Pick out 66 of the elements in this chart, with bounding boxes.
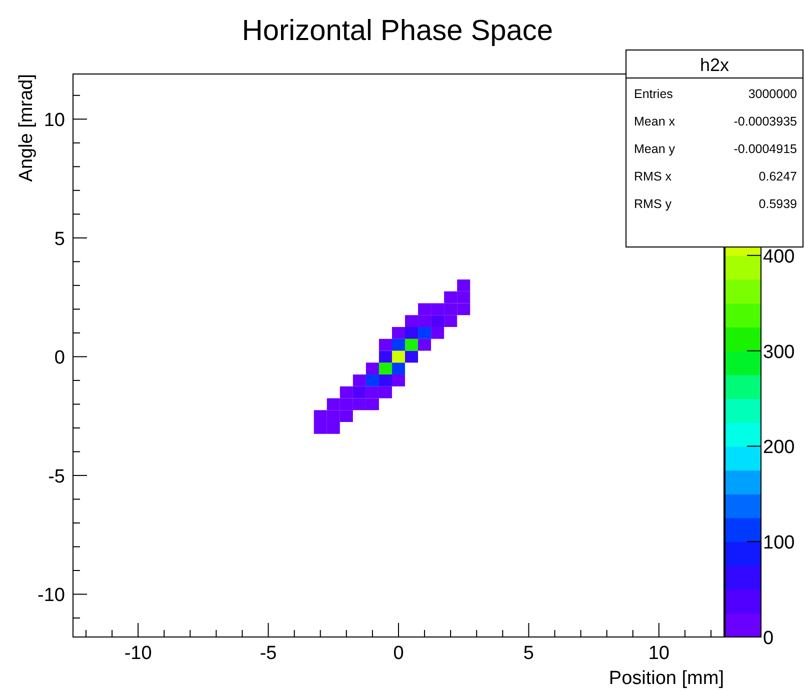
annotation: h2x (700, 55, 730, 75)
point (366, 374, 379, 386)
x-tick-label: 0 (393, 643, 404, 664)
point (352, 374, 366, 386)
y-tick-label: 5 (54, 228, 65, 250)
point (340, 410, 353, 422)
point (405, 326, 418, 339)
color-bar-label: 400 (763, 246, 795, 268)
point (340, 386, 353, 398)
text: RMS y 0.5939 (634, 197, 797, 211)
point (314, 410, 327, 422)
point (366, 386, 379, 398)
point (431, 326, 444, 339)
point (392, 362, 406, 375)
point (457, 279, 470, 292)
point (366, 398, 379, 410)
point (431, 303, 444, 316)
point (378, 386, 392, 398)
point (405, 338, 418, 351)
y-tick-label: -10 (38, 585, 65, 606)
color-bar-label: 200 (763, 437, 795, 458)
point (457, 291, 470, 304)
point (378, 374, 392, 386)
point (418, 303, 432, 316)
x-tick-label: -10 (124, 643, 152, 664)
point (352, 386, 366, 398)
point (392, 326, 406, 339)
point (392, 374, 406, 386)
text: Mean y -0.0004915 (634, 142, 797, 156)
point (392, 338, 406, 351)
point (392, 350, 406, 363)
point (431, 315, 444, 327)
text: Mean x -0.0003935 (634, 114, 797, 128)
point (444, 315, 458, 327)
point (378, 338, 392, 351)
color-bar-label: 100 (763, 532, 795, 554)
point (405, 315, 418, 327)
point (340, 398, 353, 410)
color-bar-label: 0 (763, 628, 774, 649)
x-axis-title: Position [mm] (608, 668, 724, 689)
y-tick-label: 10 (44, 110, 65, 132)
point (418, 338, 432, 351)
point (314, 422, 327, 434)
point (378, 350, 392, 363)
point (326, 422, 340, 434)
point (352, 398, 366, 410)
point (457, 303, 470, 316)
x-tick-label: 10 (648, 643, 670, 664)
chart-title: Horizontal Phase Space (242, 15, 554, 47)
y-tick-label: 0 (54, 348, 65, 369)
text: Entries 3000000 (634, 87, 797, 101)
point (326, 410, 340, 422)
y-tick-label: -5 (48, 466, 65, 488)
point (366, 362, 379, 375)
point (444, 303, 458, 316)
x-tick-label: 5 (523, 643, 534, 664)
point (418, 315, 432, 327)
color-bar-label: 300 (763, 342, 795, 363)
y-axis-title: Angle [mrad] (16, 74, 37, 182)
x-tick-label: -5 (260, 643, 277, 664)
point (378, 362, 392, 375)
point (326, 398, 340, 410)
text: RMS x 0.6247 (634, 170, 797, 184)
point (418, 326, 432, 339)
point (444, 291, 458, 304)
point (405, 350, 418, 363)
